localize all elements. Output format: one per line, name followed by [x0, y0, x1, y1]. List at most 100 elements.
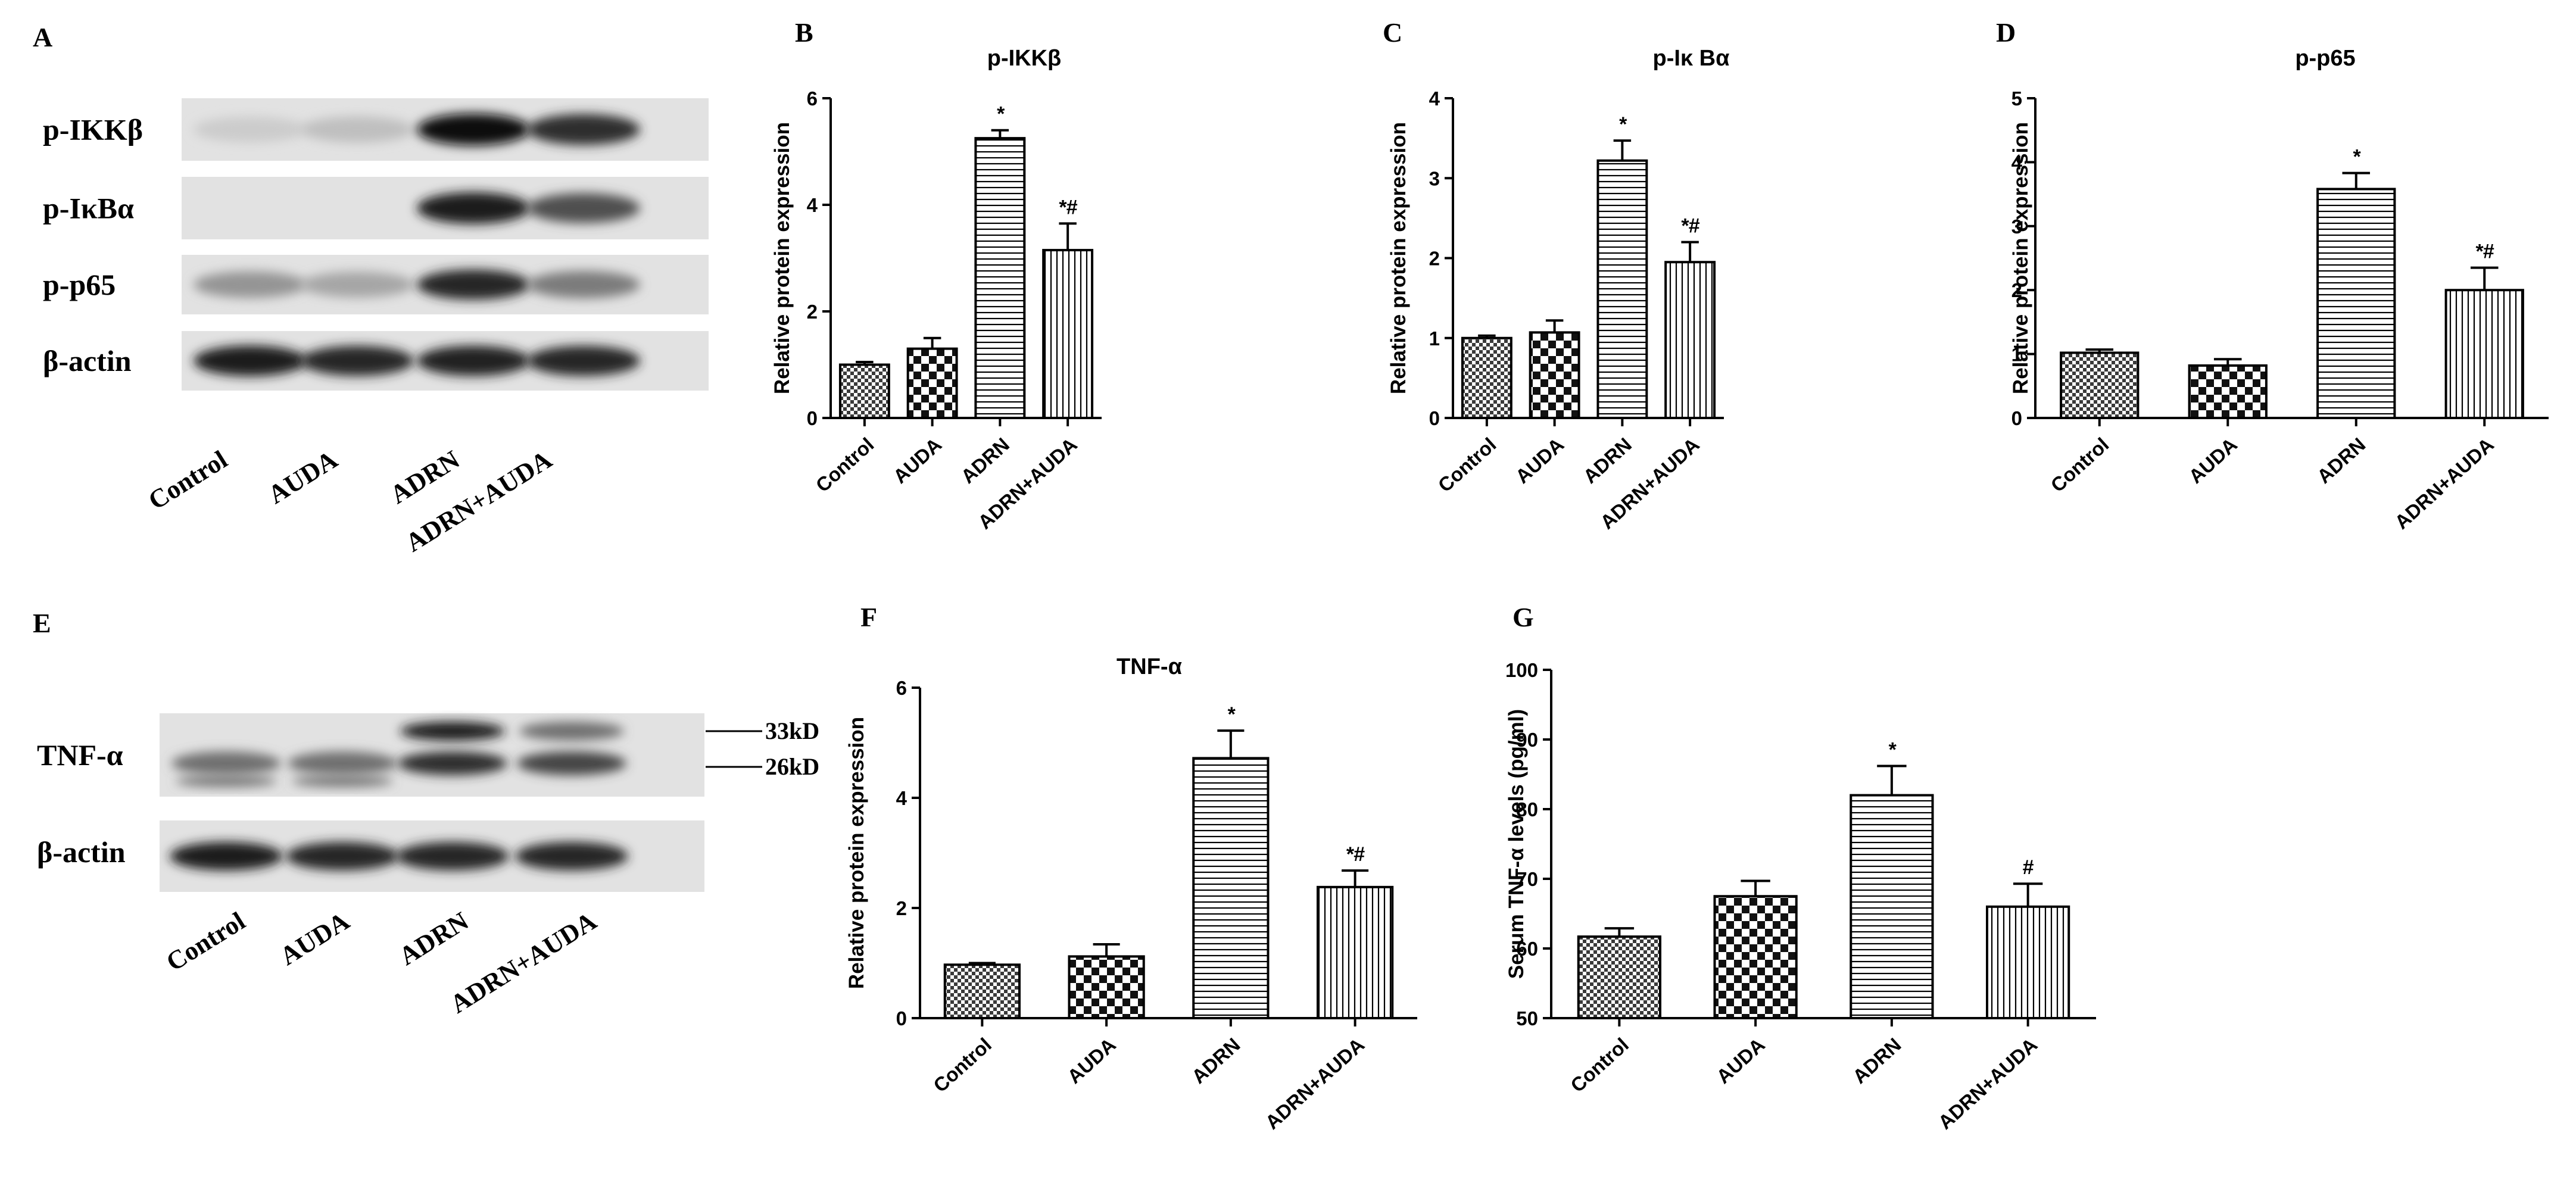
y-tick-label: 2 — [896, 897, 907, 919]
blot-lane-label: Control — [161, 906, 251, 977]
blot-band — [301, 116, 414, 143]
bar — [2188, 364, 2268, 420]
bar — [2444, 289, 2524, 420]
y-tick-label: 4 — [1429, 88, 1440, 110]
panel-label-e: E — [33, 608, 51, 638]
marker-label: 26kD — [765, 753, 819, 780]
x-tick-label: AUDA — [1063, 1034, 1120, 1088]
blot-band — [527, 271, 640, 298]
bar — [1317, 885, 1394, 1019]
x-tick-label: ADRN+AUDA — [1261, 1034, 1369, 1134]
blot-band — [519, 722, 624, 741]
panel-label: C — [1383, 17, 1402, 48]
bar — [906, 347, 958, 420]
blot-band — [292, 775, 393, 787]
blot-band — [398, 751, 507, 775]
bar — [943, 963, 1021, 1020]
blot-band — [417, 345, 530, 376]
y-tick-label: 1 — [2011, 344, 2022, 366]
blot-band — [527, 345, 640, 376]
bar — [2060, 351, 2140, 420]
bar — [1461, 336, 1512, 419]
panel-label: G — [1512, 602, 1534, 632]
x-tick-label: Control — [929, 1034, 996, 1097]
blot-band — [527, 193, 640, 223]
y-tick-label: 2 — [1429, 248, 1440, 270]
y-tick-label: 90 — [1516, 729, 1538, 751]
x-tick-label: AUDA — [1511, 433, 1568, 488]
y-tick-label: 4 — [807, 194, 818, 216]
bar-charts: Bp-IKKβ 0 2 4 6 Relative protein expression Co… — [771, 17, 2549, 1134]
significance-label: *# — [1680, 215, 1699, 238]
blot-band — [301, 272, 414, 298]
significance-label: *# — [1346, 843, 1365, 866]
significance-label: # — [2022, 856, 2034, 879]
y-tick-label: 2 — [807, 301, 818, 323]
bar — [1192, 757, 1270, 1020]
panel-label: B — [795, 17, 813, 48]
blot-band — [417, 192, 530, 224]
chart-g: G 50 60 70 80 90 100 Serum TNF-α levels (pg/ml)… — [1505, 602, 2096, 1134]
blot-row-label: p-p65 — [43, 268, 116, 301]
y-tick-label: 2 — [2011, 279, 2022, 301]
chart-b: Bp-IKKβ 0 2 4 6 Relative protein expression Co… — [771, 17, 1102, 533]
y-axis-label: Relative protein expression — [771, 122, 794, 394]
x-tick-label: Control — [812, 433, 878, 497]
blot-row-label: β-actin — [37, 835, 126, 869]
bar — [1042, 249, 1094, 419]
y-tick-label: 5 — [2011, 88, 2022, 110]
blot-row-label: p-IKKβ — [43, 113, 143, 146]
blot-row-label: TNF-α — [37, 738, 123, 772]
y-tick-label: 0 — [1429, 407, 1440, 429]
bar — [1986, 905, 2070, 1020]
x-tick-label: ADRN — [1579, 433, 1636, 488]
blot-band — [170, 842, 283, 870]
x-tick-label: ADRN — [956, 433, 1013, 488]
chart-title: p-IKKβ — [987, 46, 1062, 71]
y-axis-label: Serum TNF-α levels (pg/ml) — [1505, 709, 1528, 979]
bar — [2316, 188, 2396, 419]
blot-band — [194, 116, 307, 143]
y-tick-label: 3 — [2011, 216, 2022, 238]
blot-band — [517, 751, 626, 775]
x-tick-label: AUDA — [1712, 1034, 1769, 1088]
y-tick-label: 50 — [1516, 1007, 1538, 1029]
blot-lane-label: AUDA — [263, 445, 343, 510]
bar — [1596, 159, 1648, 419]
chart-title: p-Iκ Bα — [1653, 46, 1730, 71]
x-tick-label: AUDA — [889, 433, 946, 488]
blot-band — [194, 345, 307, 376]
x-tick-label: ADRN — [2313, 433, 2370, 488]
blot-band — [288, 751, 397, 775]
blot-band — [171, 751, 281, 775]
y-tick-label: 100 — [1505, 659, 1538, 681]
y-tick-label: 4 — [2011, 151, 2023, 173]
significance-label: * — [1618, 113, 1627, 136]
y-tick-label: 1 — [1429, 327, 1440, 350]
significance-label: * — [1227, 703, 1236, 726]
blot-band — [176, 775, 277, 787]
blot-band — [515, 842, 628, 870]
blot-band — [286, 842, 399, 870]
bar — [1713, 895, 1798, 1019]
blot-band — [194, 271, 307, 298]
x-tick-label: ADRN — [1187, 1034, 1245, 1088]
bar — [1068, 955, 1145, 1020]
bar — [1577, 935, 1661, 1019]
blot-lane-label: AUDA — [275, 906, 355, 971]
y-tick-label: 0 — [2011, 407, 2022, 429]
y-axis-label: Relative protein expression — [1387, 122, 1410, 394]
x-tick-label: ADRN+AUDA — [2390, 433, 2498, 533]
panel-label: F — [860, 602, 877, 632]
x-tick-label: ADRN+AUDA — [1934, 1034, 2042, 1134]
blot-band — [396, 842, 509, 870]
significance-label: * — [996, 103, 1005, 126]
bar — [1664, 261, 1716, 419]
y-tick-label: 3 — [1429, 167, 1440, 189]
y-tick-label: 60 — [1516, 938, 1538, 960]
significance-label: *# — [2475, 241, 2494, 263]
blot-row-label: β-actin — [43, 344, 132, 377]
chart-title: p-p65 — [2295, 46, 2355, 71]
